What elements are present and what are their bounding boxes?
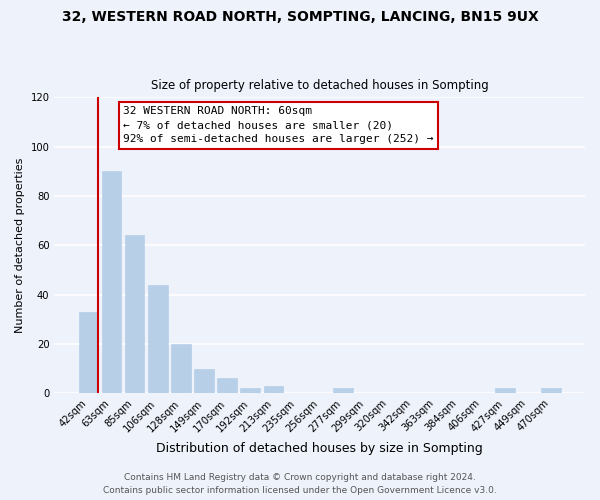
Bar (125, 236, 145, 393)
Bar (101, 172, 121, 393)
Bar (217, 378, 237, 393)
Text: Contains HM Land Registry data © Crown copyright and database right 2024.
Contai: Contains HM Land Registry data © Crown c… (103, 474, 497, 495)
Y-axis label: Number of detached properties: Number of detached properties (15, 158, 25, 333)
X-axis label: Distribution of detached houses by size in Sompting: Distribution of detached houses by size … (157, 442, 483, 455)
Title: Size of property relative to detached houses in Sompting: Size of property relative to detached ho… (151, 79, 488, 92)
Bar (263, 386, 283, 393)
Text: 32, WESTERN ROAD NORTH, SOMPTING, LANCING, BN15 9UX: 32, WESTERN ROAD NORTH, SOMPTING, LANCIN… (62, 10, 538, 24)
Text: 32 WESTERN ROAD NORTH: 60sqm
← 7% of detached houses are smaller (20)
92% of sem: 32 WESTERN ROAD NORTH: 60sqm ← 7% of det… (124, 106, 434, 144)
Bar (541, 388, 561, 393)
Bar (148, 284, 167, 393)
Bar (194, 368, 214, 393)
Bar (171, 344, 191, 393)
Bar (241, 388, 260, 393)
Bar (333, 388, 353, 393)
Bar (495, 388, 515, 393)
Bar (79, 312, 98, 393)
